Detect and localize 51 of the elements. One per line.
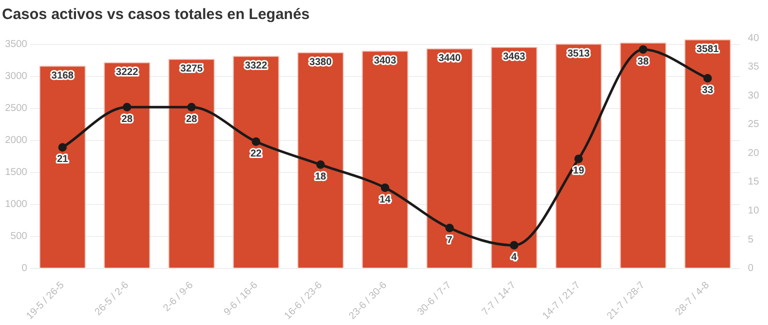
y-tick-label: 0 <box>22 263 28 274</box>
data-label: 3380 <box>309 56 332 68</box>
data-label: 3581 <box>696 44 720 55</box>
chart-title: Casos activos vs casos totales en Leganés <box>2 6 310 24</box>
point <box>187 102 196 112</box>
y-tick-label: 3000 <box>4 71 28 82</box>
y-tick-label: 1500 <box>4 167 28 178</box>
point <box>252 137 260 146</box>
y-tick-label: 500 <box>10 231 28 242</box>
y2-tick-label: 30 <box>748 90 760 102</box>
y-tick-label: 3500 <box>4 39 28 50</box>
y2-tick-label: 0 <box>748 263 754 274</box>
data-label: 3222 <box>116 66 139 78</box>
y2-tick-label: 10 <box>748 205 760 216</box>
data-label: 3513 <box>567 48 590 60</box>
data-label: 3168 <box>51 70 74 82</box>
y2-tick-label: 20 <box>748 148 760 159</box>
x-tick-label: 2-6 / 9-6 <box>161 280 196 314</box>
data-label: 38 <box>638 56 650 68</box>
y2-tick-label: 40 <box>748 32 760 44</box>
point <box>445 224 454 232</box>
point <box>316 160 325 169</box>
data-label: 3403 <box>374 55 397 66</box>
y-tick-label: 1000 <box>4 199 28 210</box>
data-label: 7 <box>446 234 453 246</box>
point <box>574 154 583 164</box>
point <box>510 241 518 250</box>
y2-tick-label: 15 <box>748 176 760 188</box>
y-tick-label: 2500 <box>4 103 28 114</box>
point <box>380 183 390 192</box>
data-label: 3463 <box>502 52 526 63</box>
data-label: 28 <box>186 114 198 125</box>
y2-tick-label: 5 <box>748 234 754 246</box>
y2-tick-label: 25 <box>748 119 760 130</box>
data-label: 19 <box>573 166 585 177</box>
point <box>638 45 648 54</box>
point <box>122 102 132 112</box>
data-label: 4 <box>511 252 518 264</box>
y-tick-label: 2000 <box>4 135 28 146</box>
data-label: 14 <box>380 194 392 206</box>
data-label: 3275 <box>180 64 204 75</box>
data-label: 28 <box>121 114 134 125</box>
point <box>703 74 712 83</box>
point <box>58 143 67 152</box>
data-label: 3322 <box>244 60 268 72</box>
data-label: 33 <box>702 85 714 96</box>
data-label: 22 <box>250 148 262 160</box>
data-label: 3440 <box>438 52 462 64</box>
data-label: 18 <box>314 171 327 182</box>
y2-tick-label: 35 <box>748 62 760 73</box>
data-label: 21 <box>56 154 68 166</box>
